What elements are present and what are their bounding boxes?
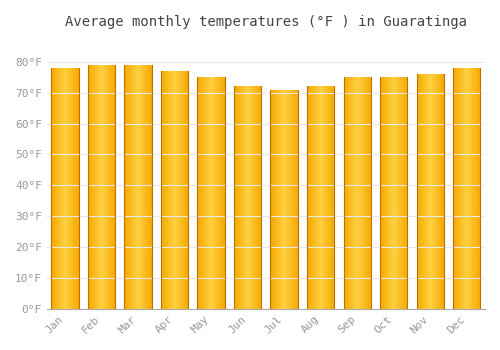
Title: Average monthly temperatures (°F ) in Guaratinga: Average monthly temperatures (°F ) in Gu… <box>65 15 467 29</box>
